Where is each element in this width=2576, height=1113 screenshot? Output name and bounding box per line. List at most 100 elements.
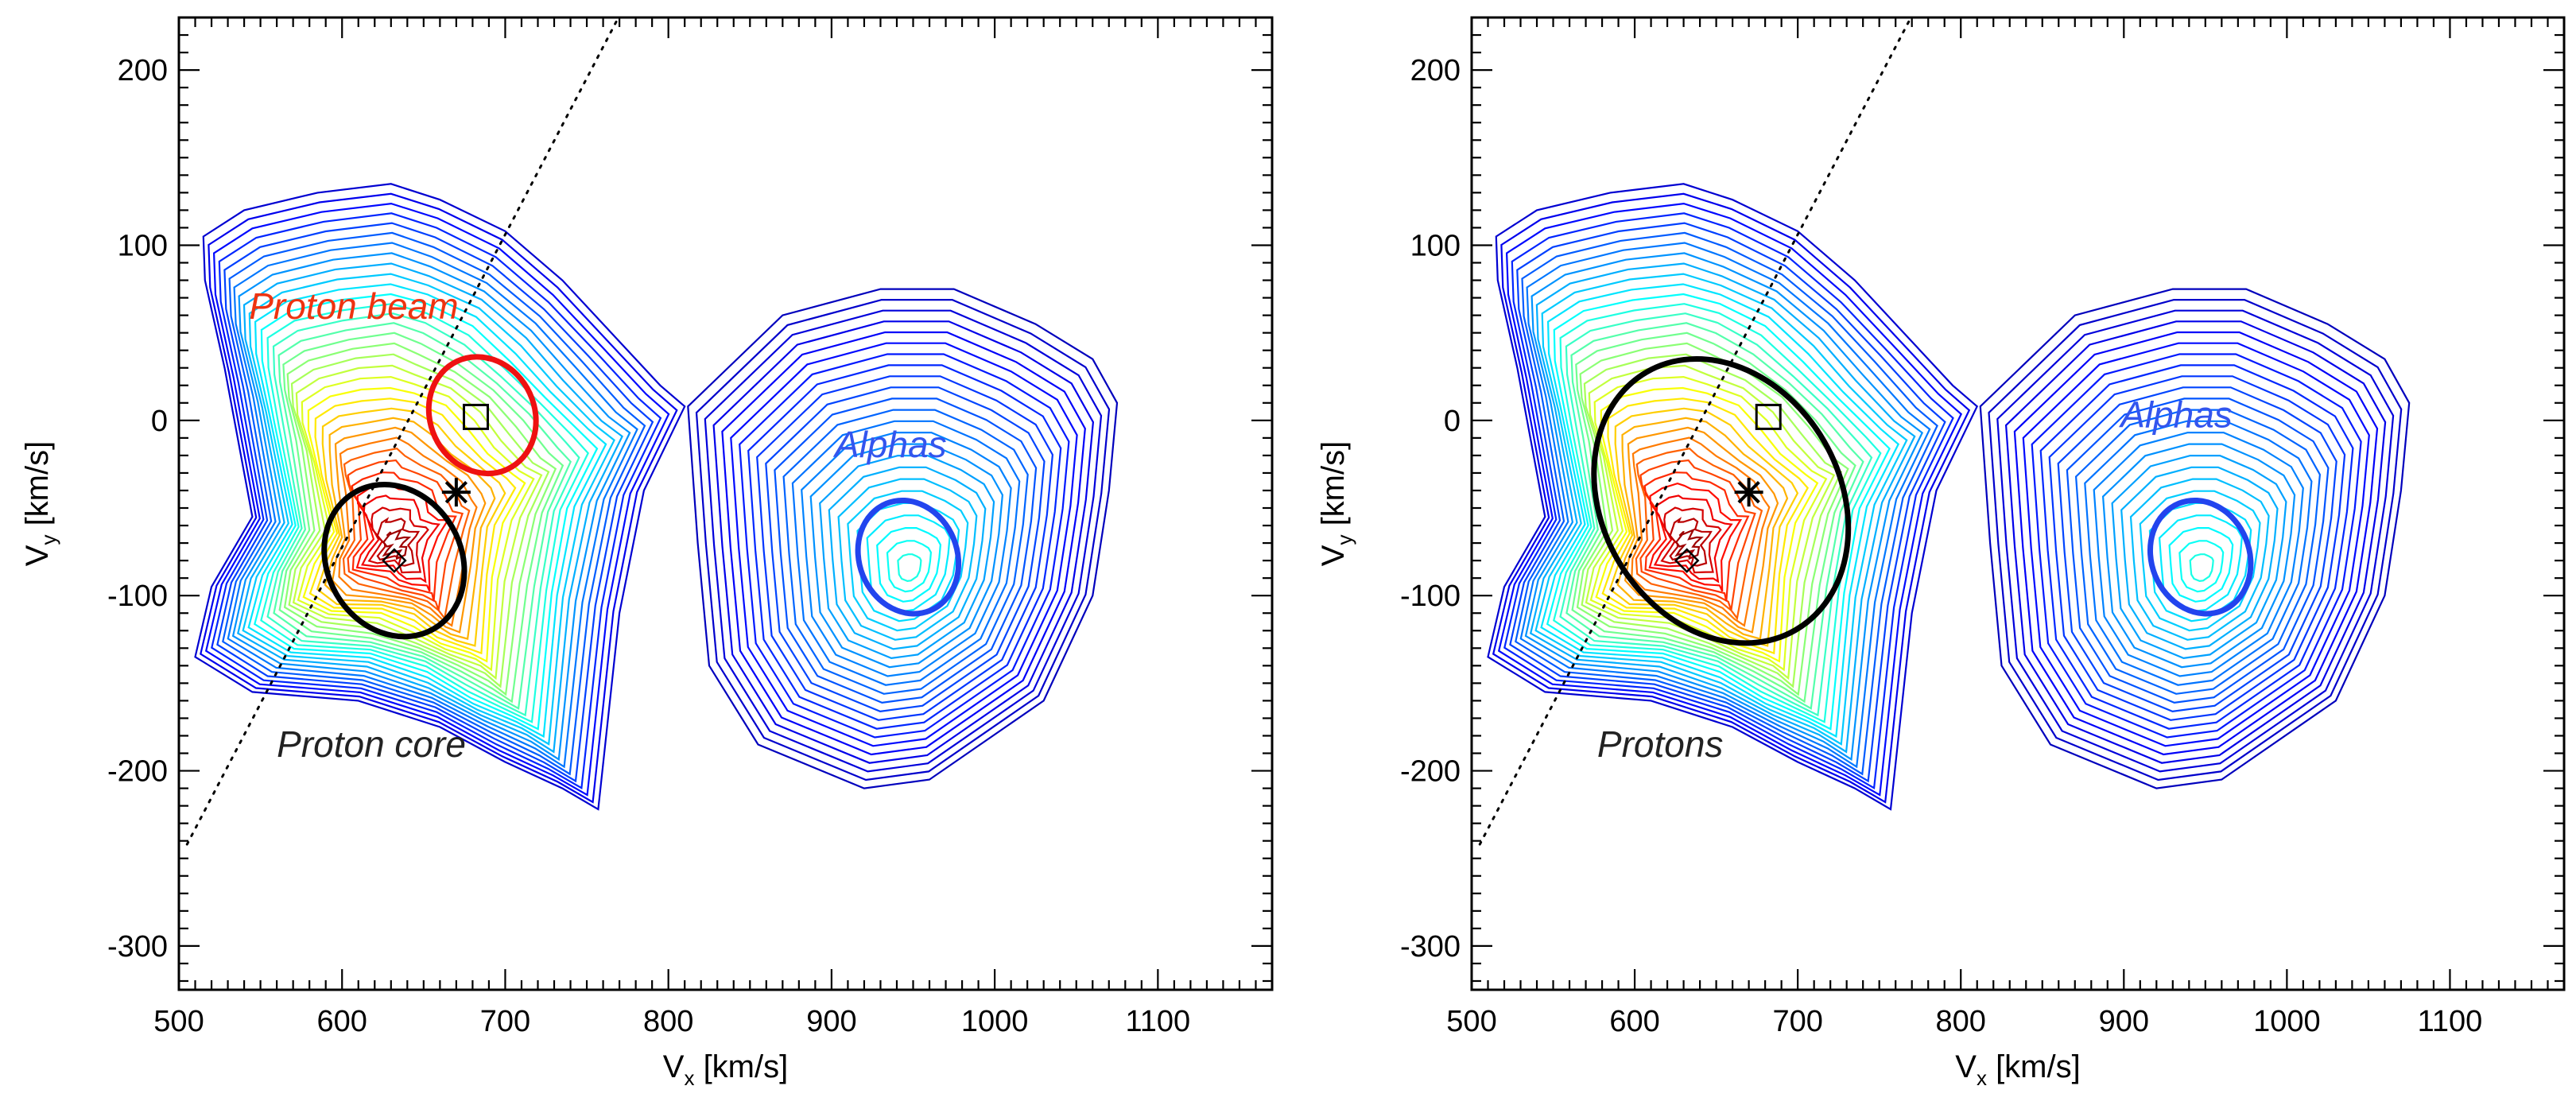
x-axis-unit: [km/s] xyxy=(1987,1049,2081,1084)
contour-line xyxy=(216,222,654,783)
marker-diamond xyxy=(382,548,407,573)
contour-line xyxy=(809,443,1004,669)
proton-contours xyxy=(1487,183,1979,811)
asterisk-stroke xyxy=(1737,481,1760,504)
contour-line xyxy=(1503,212,1954,789)
y-tick-label: -200 xyxy=(1400,755,1461,789)
contour-line xyxy=(2066,398,2330,704)
contour-line xyxy=(704,309,1103,773)
contour-line xyxy=(1553,303,1882,723)
region-label-1: Alphas xyxy=(2118,394,2233,436)
contour-line xyxy=(376,517,421,567)
contour-line xyxy=(2168,526,2234,603)
contour-line xyxy=(324,417,496,640)
contour-line xyxy=(1653,494,1733,584)
x-tick-label: 900 xyxy=(2099,1005,2149,1038)
y-axis-unit: [km/s] xyxy=(1316,441,1351,535)
contour-line xyxy=(1643,471,1750,602)
contour-line xyxy=(1988,299,2403,781)
contour-line xyxy=(1589,375,1828,672)
contour-line xyxy=(278,332,564,704)
y-axis-symbol: V xyxy=(20,545,55,566)
contour-line xyxy=(2101,443,2296,669)
y-tick-label: 200 xyxy=(1410,54,1461,87)
x-tick-label: 700 xyxy=(1772,1005,1822,1038)
y-tick-label: -100 xyxy=(107,580,168,613)
contour-line xyxy=(194,183,686,811)
ellipse-protons xyxy=(1591,356,1852,646)
contour-line xyxy=(712,320,1095,764)
contour-line xyxy=(897,553,922,583)
contour-line xyxy=(1616,417,1789,640)
contour-line xyxy=(765,386,1046,713)
contour-line xyxy=(1559,312,1873,717)
contour-line xyxy=(1534,273,1908,746)
contour-line xyxy=(2129,478,2270,641)
contour-line xyxy=(222,231,646,776)
contour-line xyxy=(260,303,590,723)
marker-asterisk xyxy=(441,478,471,507)
contour-line xyxy=(2004,320,2387,764)
contour-line xyxy=(382,528,412,560)
contour-line xyxy=(302,386,526,663)
y-tick-label: -100 xyxy=(1400,580,1461,613)
contour-line xyxy=(2178,540,2225,593)
contour-line xyxy=(211,212,662,789)
contour-line xyxy=(730,342,1078,747)
y-tick-label: 0 xyxy=(1444,405,1461,438)
contour-line xyxy=(1492,192,1971,804)
contour-line xyxy=(774,398,1038,704)
contour-line xyxy=(273,322,572,710)
y-tick-label: -300 xyxy=(1400,930,1461,964)
contour-line xyxy=(204,202,670,797)
contour-line xyxy=(819,454,995,660)
contour-line xyxy=(1529,262,1916,754)
contour-line xyxy=(1546,293,1891,731)
contour-line xyxy=(2111,454,2287,660)
contour-line xyxy=(1631,436,1771,627)
contour-line xyxy=(1565,322,1864,710)
x-axis-unit: [km/s] xyxy=(694,1049,788,1084)
contour-line xyxy=(2093,431,2304,677)
contour-line xyxy=(687,288,1119,789)
axes-frame xyxy=(177,16,1274,991)
contour-line xyxy=(2074,409,2322,695)
plot-area xyxy=(185,17,1119,846)
x-tick-label: 1000 xyxy=(2253,1005,2321,1038)
y-tick-label: -300 xyxy=(107,930,168,964)
contour-line xyxy=(338,436,478,627)
contour-line xyxy=(242,273,615,746)
marker-square xyxy=(1755,403,1782,430)
contour-line xyxy=(2022,342,2370,747)
x-axis-symbol: V xyxy=(663,1049,685,1084)
ellipse-alphas xyxy=(2147,497,2254,617)
marker-diamond xyxy=(1674,548,1700,573)
contour-line xyxy=(1996,309,2395,773)
y-tick-label: 100 xyxy=(118,229,168,262)
contour-line xyxy=(351,471,457,602)
contour-line xyxy=(1660,506,1722,574)
contour-line xyxy=(1581,353,1843,688)
contour-line xyxy=(1635,448,1763,621)
contour-line xyxy=(247,283,607,739)
contour-line xyxy=(266,312,580,717)
contour-line xyxy=(2031,353,2362,739)
contour-line xyxy=(2139,490,2261,632)
contour-line xyxy=(283,342,557,696)
x-tick-label: 800 xyxy=(643,1005,693,1038)
y-tick-label: 0 xyxy=(151,405,168,438)
x-tick-label: 600 xyxy=(317,1005,367,1038)
ellipse-alphas xyxy=(855,497,962,617)
x-axis-title: Vx [km/s] xyxy=(1955,1049,2080,1090)
x-axis-title: Vx [km/s] xyxy=(663,1049,788,1090)
contour-line xyxy=(342,448,471,621)
contour-line xyxy=(828,466,987,650)
contour-line xyxy=(1524,252,1924,762)
contour-line xyxy=(791,420,1021,686)
contour-line xyxy=(288,353,550,688)
contour-line xyxy=(367,506,429,574)
region-label-1: Proton core xyxy=(277,723,466,765)
contour-line xyxy=(1487,183,1979,811)
contour-line xyxy=(2084,420,2313,686)
y-axis-title: Vy [km/s] xyxy=(1316,441,1356,566)
